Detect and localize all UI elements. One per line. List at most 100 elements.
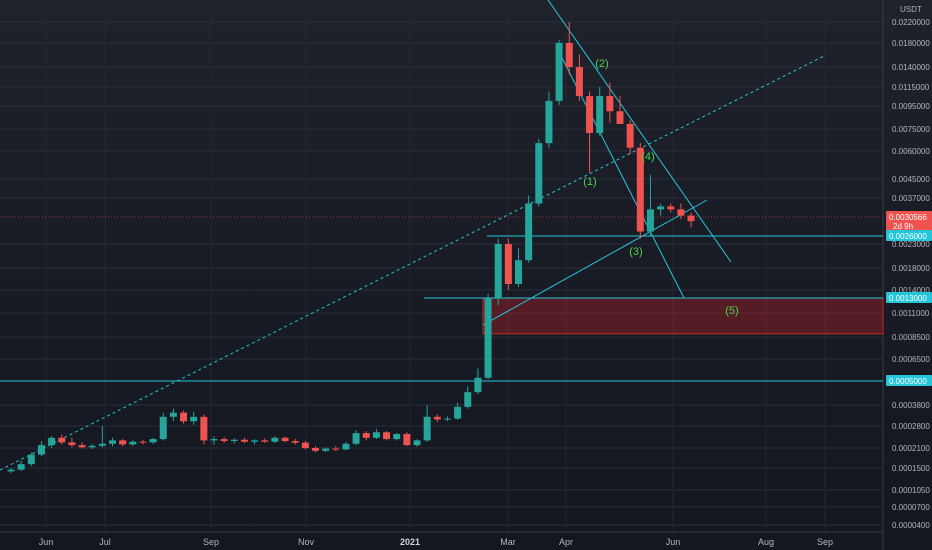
- candle-body: [169, 412, 177, 417]
- dashed-trend-line: [0, 54, 827, 471]
- candle-body: [687, 215, 695, 222]
- candle-body: [17, 464, 25, 470]
- current-price-tag: [886, 211, 932, 231]
- candle-body: [667, 206, 675, 210]
- target-zone: [482, 297, 884, 335]
- candle-body: [119, 440, 127, 445]
- candle-body: [322, 448, 330, 451]
- countdown-label: 2d 9h: [893, 222, 913, 231]
- wave-label-1: (1): [583, 176, 596, 188]
- price-tick-label: 0.0001500: [892, 464, 930, 473]
- current-price-value: 0.0030566: [889, 213, 927, 222]
- time-tick-label: Mar: [500, 537, 516, 547]
- candle-body: [606, 96, 614, 112]
- time-tick-label: Jul: [99, 537, 111, 547]
- price-tick-label: 0.0008500: [892, 333, 930, 342]
- candle-body: [88, 445, 96, 448]
- candle-body: [210, 439, 218, 441]
- price-tick-label: 0.0018000: [892, 264, 930, 273]
- candle-body: [626, 123, 634, 148]
- price-tick-label: 0.0000700: [892, 503, 930, 512]
- candle-body: [636, 147, 644, 232]
- candle-body: [433, 416, 441, 420]
- candle-body: [586, 96, 594, 134]
- candle-body: [403, 434, 411, 446]
- candle-body: [443, 418, 451, 420]
- candle-body: [555, 43, 563, 101]
- candle-body: [362, 433, 370, 438]
- candle-body: [261, 440, 269, 442]
- time-tick-label: Sep: [203, 537, 219, 547]
- candle-body: [240, 439, 248, 442]
- candle-body: [98, 443, 106, 446]
- candle-body: [474, 377, 482, 393]
- candle-body: [58, 437, 66, 443]
- lower-trend-line: [482, 199, 708, 326]
- candle-body: [545, 100, 553, 144]
- candle-body: [677, 209, 685, 216]
- candle-body: [68, 442, 76, 446]
- time-tick-label: 2021: [400, 537, 420, 547]
- candle-body: [342, 443, 350, 450]
- channel-line: [555, 45, 685, 299]
- candle-body: [464, 392, 472, 407]
- price-tick-label: 0.0002800: [892, 422, 930, 431]
- candle-body: [372, 432, 380, 438]
- price-tick-label: 0.0180000: [892, 39, 930, 48]
- candle-body: [190, 416, 198, 422]
- time-tick-label: Sep: [817, 537, 833, 547]
- candle-body: [423, 416, 431, 441]
- candle-body: [383, 432, 391, 440]
- candle-body: [454, 406, 462, 419]
- time-tick-label: Nov: [298, 537, 315, 547]
- price-tick-label: 0.0115000: [892, 83, 930, 92]
- candle-body: [251, 440, 259, 442]
- price-tick-label: 0.0075000: [892, 125, 930, 134]
- price-tick-label: 0.0011000: [892, 309, 930, 318]
- candle-body: [200, 416, 208, 441]
- candle-body: [7, 469, 15, 472]
- price-tick-label: 0.0037000: [892, 194, 930, 203]
- candle-body: [535, 143, 543, 204]
- candle-body: [78, 445, 86, 448]
- price-tick-label: 0.0001050: [892, 486, 930, 495]
- candle-body: [504, 244, 512, 284]
- candle-body: [301, 442, 309, 448]
- wave-label-2: (2): [595, 58, 608, 70]
- wave-label-4: (4): [641, 151, 654, 163]
- candle-body: [220, 439, 228, 442]
- candle-body: [27, 454, 35, 465]
- candle-body: [271, 437, 279, 442]
- candle-body: [312, 448, 319, 451]
- candle-body: [149, 439, 157, 443]
- candle-body: [352, 433, 360, 444]
- level-price-value: 0.0005000: [889, 377, 927, 386]
- candle-body: [180, 412, 188, 422]
- candle-body: [646, 209, 654, 232]
- time-tick-label: Apr: [559, 537, 573, 547]
- price-tick-label: 0.0002100: [892, 444, 930, 453]
- price-tick-label: 0.0220000: [892, 18, 930, 27]
- price-tick-label: 0.0060000: [892, 147, 930, 156]
- wave-label-5: (5): [725, 305, 738, 317]
- candle-body: [139, 441, 147, 443]
- price-tick-label: 0.0140000: [892, 63, 930, 72]
- candle-body: [159, 416, 167, 440]
- candle-body: [109, 440, 116, 444]
- candle-body: [484, 298, 492, 378]
- level-price-value: 0.0026000: [889, 232, 927, 241]
- level-price-tag: [886, 230, 932, 241]
- level-price-tag: [886, 375, 932, 386]
- time-tick-label: Aug: [758, 537, 774, 547]
- upper-trend-line: [547, 0, 732, 263]
- candle-body: [48, 437, 56, 446]
- price-tick-label: 0.0006500: [892, 355, 930, 364]
- level-price-value: 0.0013000: [889, 294, 927, 303]
- candle-body: [393, 434, 401, 440]
- candle-body: [515, 260, 522, 284]
- candle-body: [230, 439, 238, 442]
- wave-label-3: (3): [629, 246, 642, 258]
- candle-body: [37, 445, 45, 455]
